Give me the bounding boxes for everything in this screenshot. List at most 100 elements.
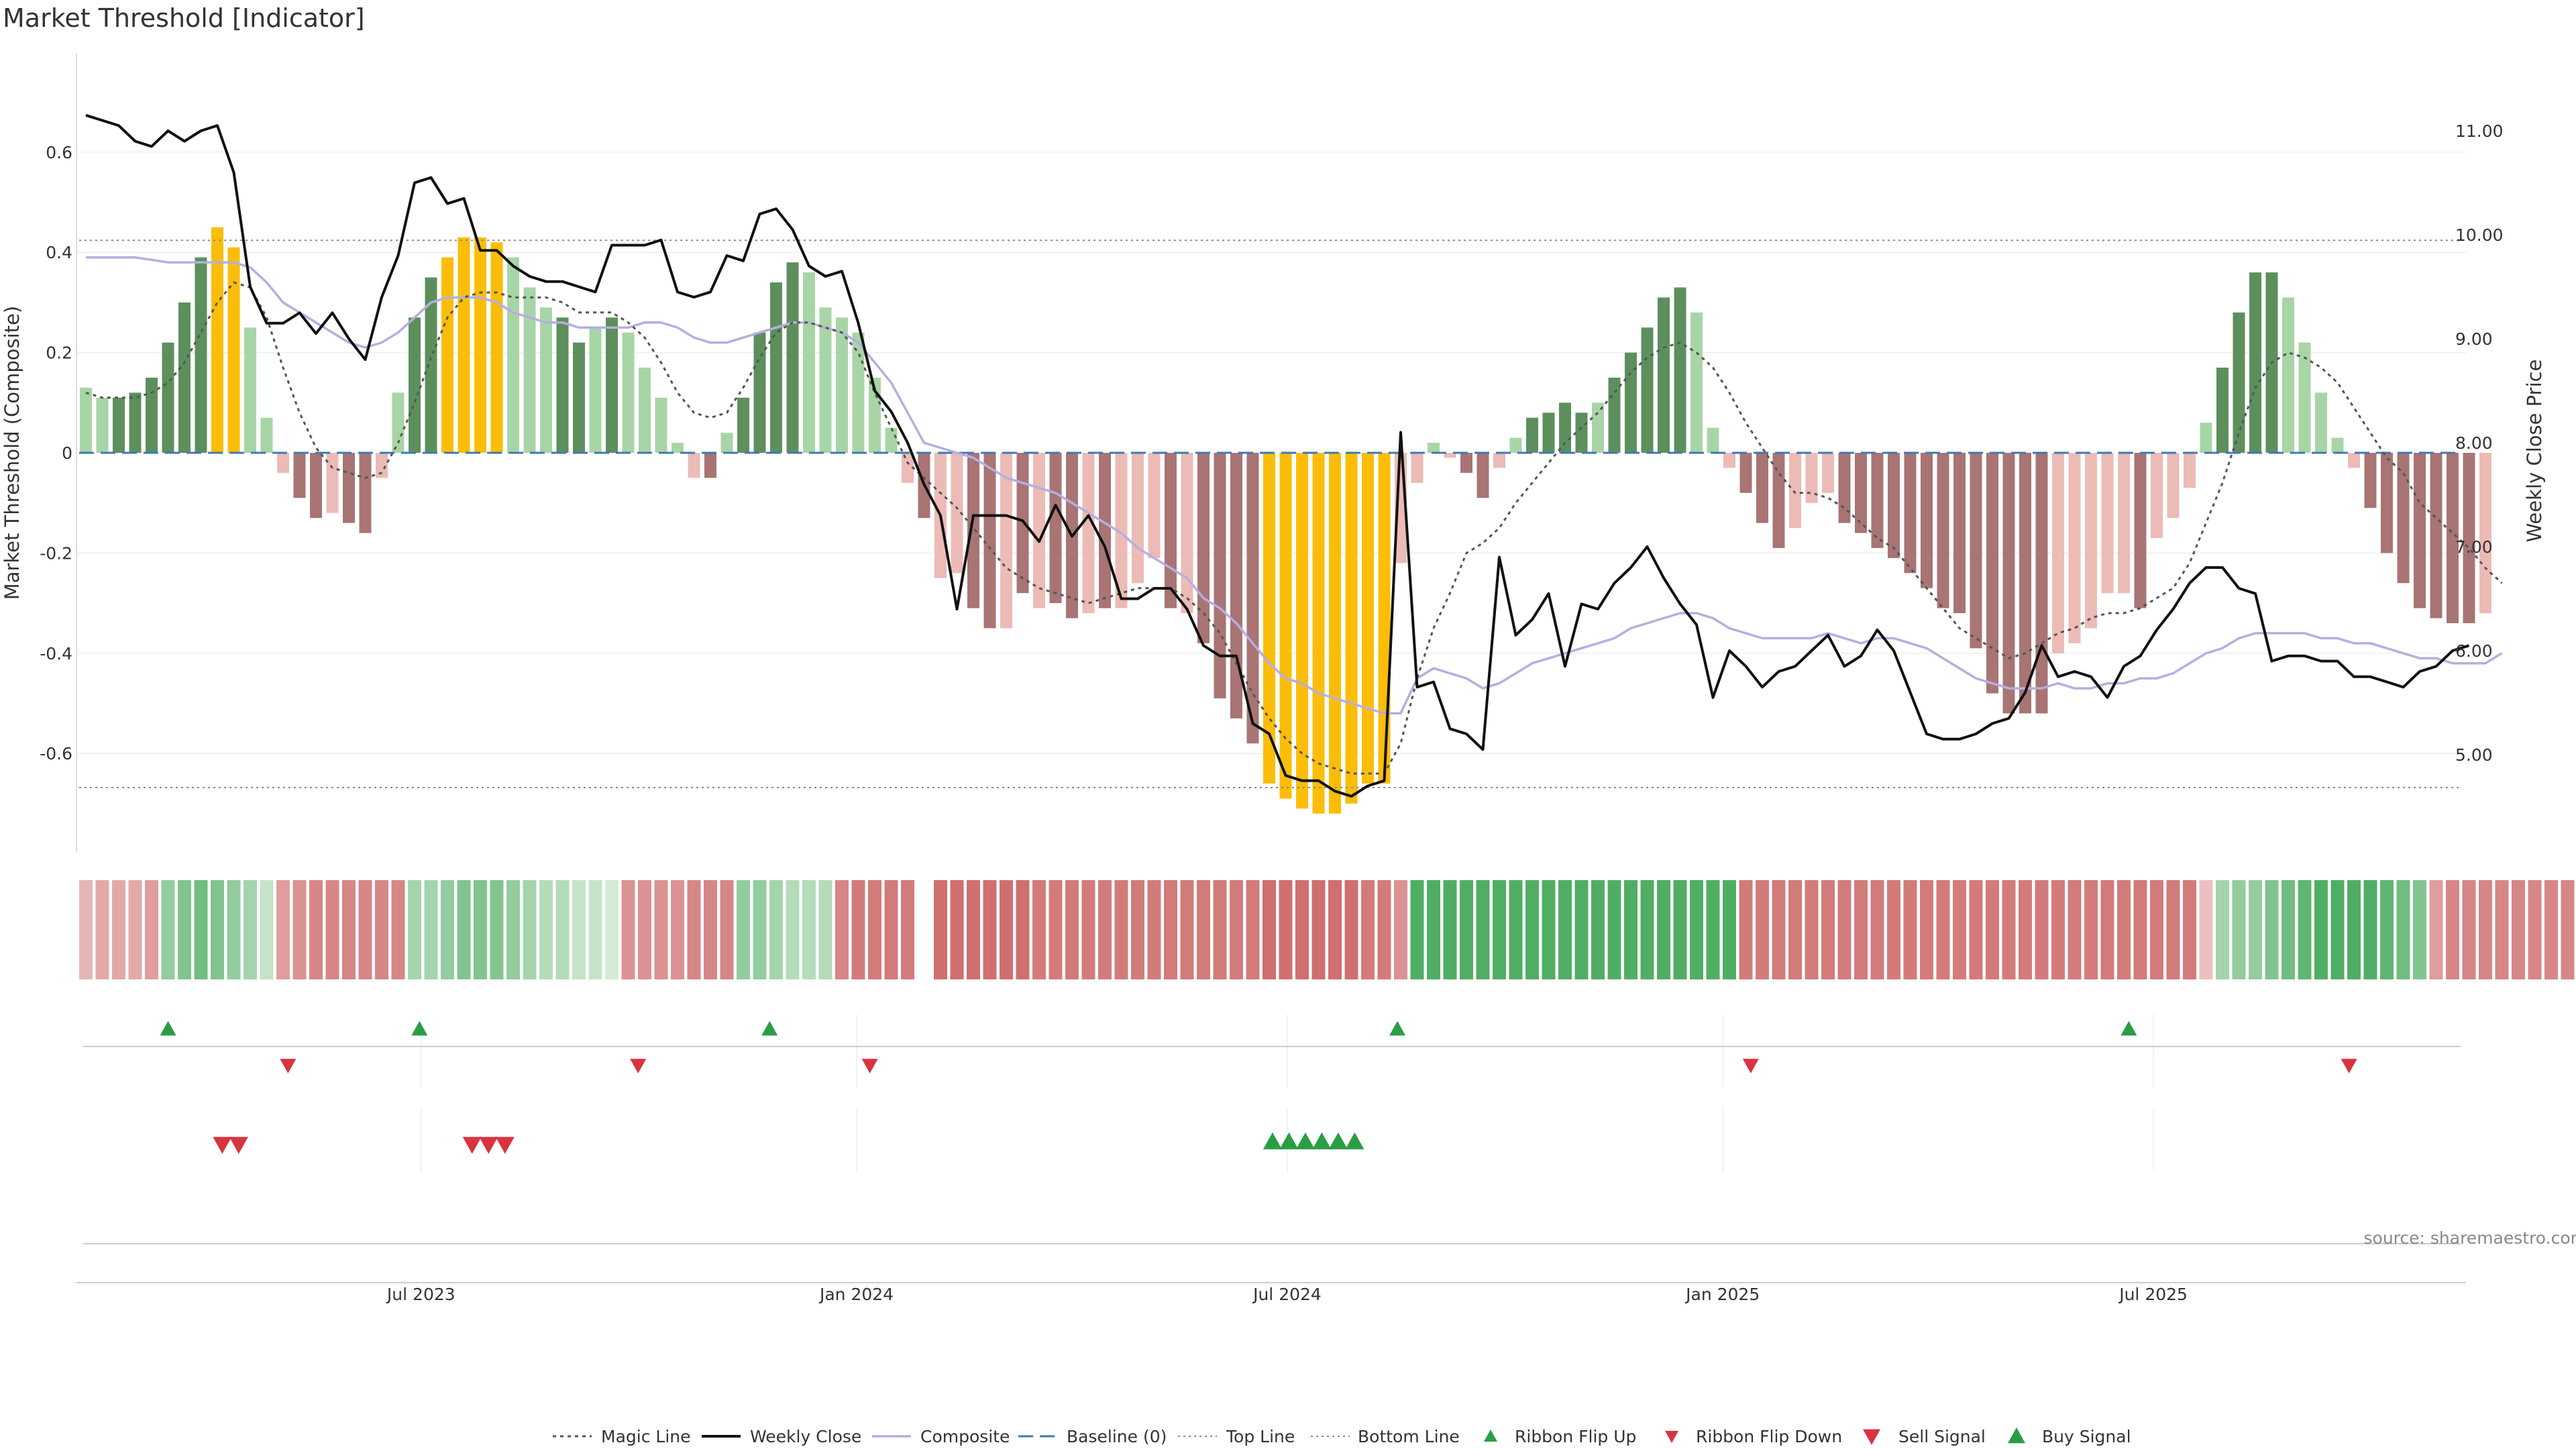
threshold-bar [737, 397, 749, 453]
ribbon-cell [244, 880, 257, 979]
ribbon-cell [1772, 880, 1786, 979]
x-axis: Jul 2023 Jan 2024 Jul 2024 Jan 2025 Jul 2025 [76, 1282, 2466, 1304]
ribbon-cell [786, 880, 800, 979]
threshold-bar [1345, 453, 1358, 804]
threshold-bars [80, 227, 2491, 814]
ribbon-cell [1690, 880, 1703, 979]
left-axis-label: Market Threshold (Composite) [1, 306, 23, 600]
ribbon-cell [358, 880, 372, 979]
ribbon-cell [1887, 880, 1900, 979]
ribbon-cell [1230, 880, 1243, 979]
ribbon-cell [1460, 880, 1473, 979]
threshold-bar [1263, 453, 1275, 784]
buy-signal-marker [1263, 1132, 1282, 1150]
legend-swatch [1484, 1430, 1497, 1442]
threshold-bar [376, 453, 388, 478]
threshold-bar [2397, 453, 2410, 584]
chart-title: Market Threshold [Indicator] [3, 3, 365, 33]
threshold-bar [1460, 453, 1472, 473]
ribbon-cell [818, 880, 833, 979]
threshold-bar [1296, 453, 1308, 809]
ribbon-cell [490, 880, 504, 979]
threshold-bar [1559, 402, 1571, 453]
ribbon-cell [2396, 880, 2410, 979]
ribbon-cell [1706, 880, 1720, 979]
ribbon-cell [884, 880, 898, 979]
ribbon-cell [1920, 880, 1933, 979]
ribbon-cell [227, 880, 241, 979]
threshold-bar [1000, 453, 1012, 629]
threshold-bar [1921, 453, 1933, 588]
ribbon-cell [1311, 880, 1326, 979]
threshold-bar [1723, 453, 1735, 468]
ribbon-cell [1969, 880, 1983, 979]
threshold-bar [1477, 453, 1489, 498]
ribbon-cell [572, 880, 586, 979]
ribbon-cell [2429, 880, 2443, 979]
ribbon-cell [2183, 880, 2196, 979]
x-tick-label: Jul 2025 [2118, 1285, 2188, 1304]
threshold-bar [260, 417, 273, 453]
threshold-bar [1625, 352, 1637, 453]
threshold-bar [2249, 272, 2261, 453]
buy-signal-marker [1312, 1132, 1332, 1150]
right-tick-label: 9.00 [2455, 329, 2493, 349]
x-tick-label: Jan 2025 [1684, 1285, 1760, 1304]
ribbon-cell [654, 880, 668, 979]
ribbon-cell [950, 880, 964, 979]
weekly-close-line [85, 113, 2470, 798]
threshold-bar [1411, 453, 1424, 483]
threshold-bar [2019, 453, 2031, 714]
ribbon-cell [1723, 880, 1736, 979]
legend-label: Composite [920, 1427, 1010, 1446]
threshold-bar [474, 237, 486, 453]
threshold-bar [359, 453, 372, 533]
ribbon-cell [2100, 880, 2114, 979]
ribbon-cell [1246, 880, 1260, 979]
threshold-bar [770, 282, 782, 453]
ribbon-cell [474, 880, 487, 979]
ribbon-cell [145, 880, 158, 979]
threshold-bar [1049, 453, 1062, 604]
threshold-bar [96, 397, 109, 453]
ribbon-cell [1953, 880, 1966, 979]
sell-signal-marker [495, 1136, 515, 1154]
threshold-bar [1641, 327, 1654, 453]
threshold-bar [458, 237, 470, 453]
threshold-bar [129, 392, 142, 453]
ribbon-cell [934, 880, 947, 979]
threshold-bar [951, 453, 963, 574]
ribbon-cell [2051, 880, 2065, 979]
right-tick-label: 8.00 [2455, 433, 2493, 453]
ribbon-flip-up-marker [1389, 1021, 1406, 1036]
ribbon-cell [128, 880, 142, 979]
threshold-bar [1904, 453, 1917, 574]
threshold-bar [2381, 453, 2393, 553]
threshold-bar [2463, 453, 2475, 623]
sell-signal-marker [213, 1136, 232, 1154]
ribbon-cell [161, 880, 175, 979]
threshold-bar [902, 453, 914, 483]
ribbon-cell [2002, 880, 2016, 979]
ribbon-cell [1821, 880, 1835, 979]
ribbon-cell [868, 880, 881, 979]
ribbon-cell [325, 880, 339, 979]
ribbon-cell [638, 880, 651, 979]
threshold-bar [639, 368, 651, 453]
ribbon-cell [2133, 880, 2147, 979]
buy-signal-marker [1328, 1132, 1348, 1150]
flip-panel [83, 1014, 2461, 1087]
threshold-bar [1493, 453, 1505, 468]
threshold-bar [1756, 453, 1768, 523]
threshold-bar [178, 302, 191, 453]
threshold-bar [852, 332, 865, 453]
threshold-bar [211, 227, 223, 453]
ribbon-cell [588, 880, 602, 979]
ribbon-cell [424, 880, 438, 979]
x-tick-label: Jul 2023 [386, 1285, 455, 1304]
threshold-bar [80, 387, 92, 453]
ribbon-cell [967, 880, 980, 979]
threshold-bar [244, 327, 256, 453]
ribbon-cell [1131, 880, 1144, 979]
